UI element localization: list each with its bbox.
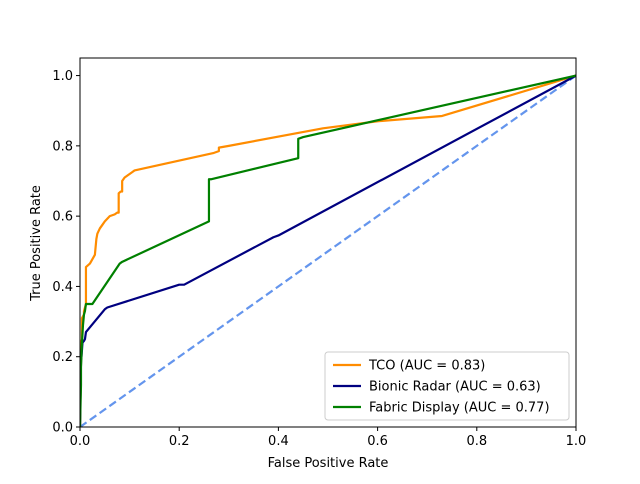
x-tick-label: 0.4 [268, 434, 289, 449]
x-tick-label: 0.8 [466, 434, 487, 449]
legend-label-1: Bionic Radar (AUC = 0.63) [369, 380, 541, 395]
plot-area [80, 74, 576, 427]
x-tick-label: 0.2 [169, 434, 190, 449]
legend-box [324, 351, 570, 421]
legend-label-0: TCO (AUC = 0.83) [368, 359, 485, 374]
y-tick-label: 1.0 [52, 69, 73, 84]
axes: 0.0 0.2 0.4 0.6 0.8 1.0 0.0 0.2 0.4 0.6 0.8 1.0 [52, 57, 587, 449]
x-axis-label: False Positive Rate [268, 456, 389, 471]
axes-frame [79, 57, 577, 428]
legend-label-2: Fabric Display (AUC = 0.77) [369, 401, 550, 416]
legend: TCO (AUC = 0.83) Bionic Radar (AUC = 0.63… [324, 351, 570, 421]
y-tick-label: 0.4 [52, 280, 73, 295]
x-tick-label: 0.6 [367, 434, 388, 449]
x-tick-label: 0.0 [70, 434, 91, 449]
y-tick-label: 0.2 [52, 350, 73, 365]
y-tick-label: 0.0 [52, 421, 73, 436]
x-tick-label: 1.0 [566, 434, 587, 449]
y-tick-label: 0.8 [52, 139, 73, 154]
series-line-2 [80, 74, 576, 427]
reference-diagonal-line [80, 74, 576, 427]
y-tick-label: 0.6 [52, 210, 73, 225]
y-axis-label: True Positive Rate [29, 185, 44, 302]
